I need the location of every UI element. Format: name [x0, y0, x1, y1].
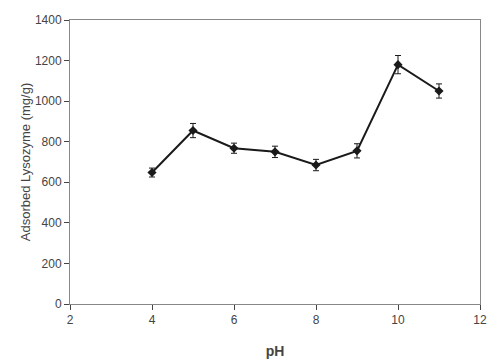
svg-text:600: 600	[42, 175, 62, 189]
svg-text:10: 10	[391, 313, 405, 327]
svg-text:200: 200	[42, 257, 62, 271]
svg-text:1400: 1400	[35, 13, 62, 27]
svg-text:6: 6	[231, 313, 238, 327]
svg-text:pH: pH	[266, 343, 285, 359]
svg-text:400: 400	[42, 216, 62, 230]
svg-text:0: 0	[55, 297, 62, 311]
svg-text:2: 2	[67, 313, 74, 327]
svg-text:4: 4	[149, 313, 156, 327]
svg-text:8: 8	[313, 313, 320, 327]
svg-text:1000: 1000	[35, 94, 62, 108]
svg-text:Adsorbed Lysozyme (mg/g): Adsorbed Lysozyme (mg/g)	[18, 83, 33, 241]
svg-text:12: 12	[473, 313, 487, 327]
svg-text:1200: 1200	[35, 54, 62, 68]
svg-text:800: 800	[42, 135, 62, 149]
